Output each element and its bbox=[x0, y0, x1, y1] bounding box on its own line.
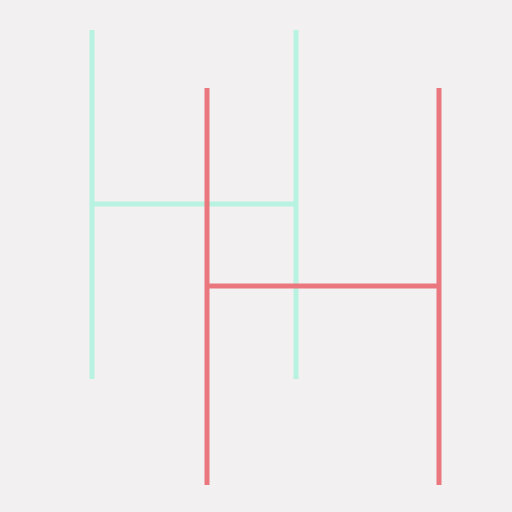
mint-h-glyph bbox=[89, 30, 299, 379]
coral-h-glyph bbox=[204, 88, 442, 485]
